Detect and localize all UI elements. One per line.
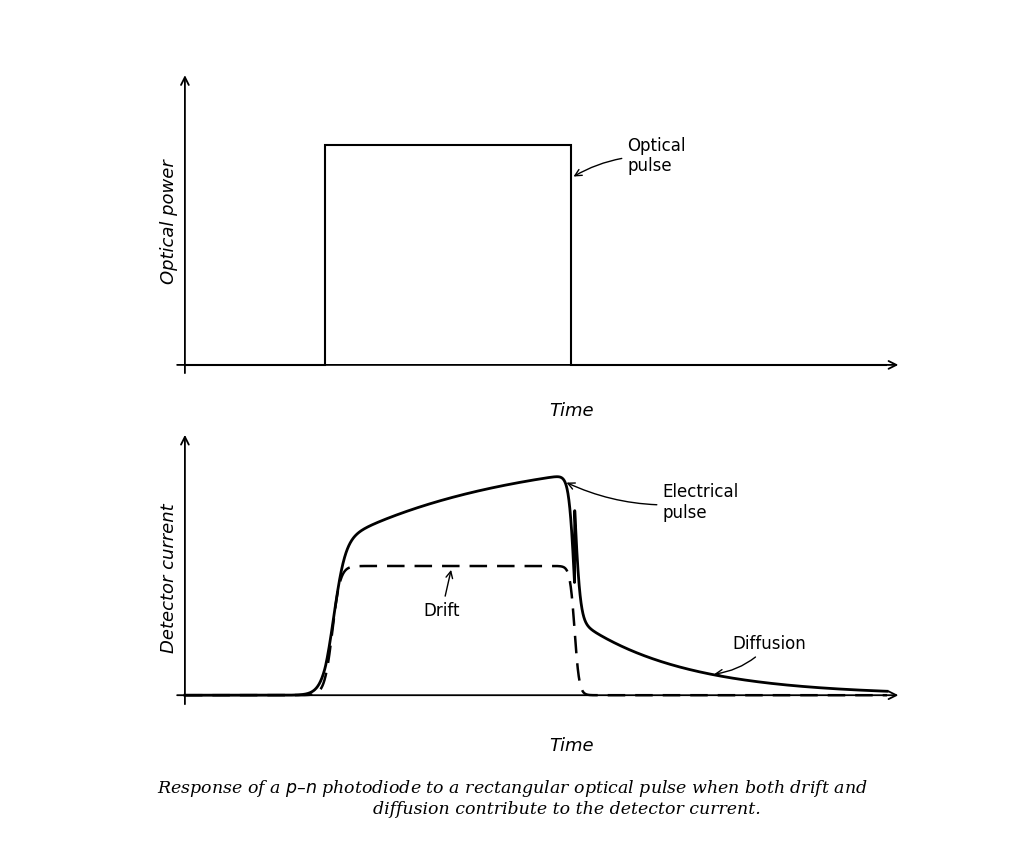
Text: Electrical
pulse: Electrical pulse [568,483,738,522]
Text: Response of a $p$–$n$ photodiode to a rectangular optical pulse when both drift : Response of a $p$–$n$ photodiode to a re… [157,778,867,819]
Text: Diffusion: Diffusion [716,634,806,677]
Text: Time: Time [549,738,594,756]
Text: Drift: Drift [424,571,460,620]
Text: Optical power: Optical power [161,160,178,285]
Text: Optical
pulse: Optical pulse [574,137,686,176]
Text: Detector current: Detector current [161,503,178,653]
Text: Time: Time [549,402,594,420]
